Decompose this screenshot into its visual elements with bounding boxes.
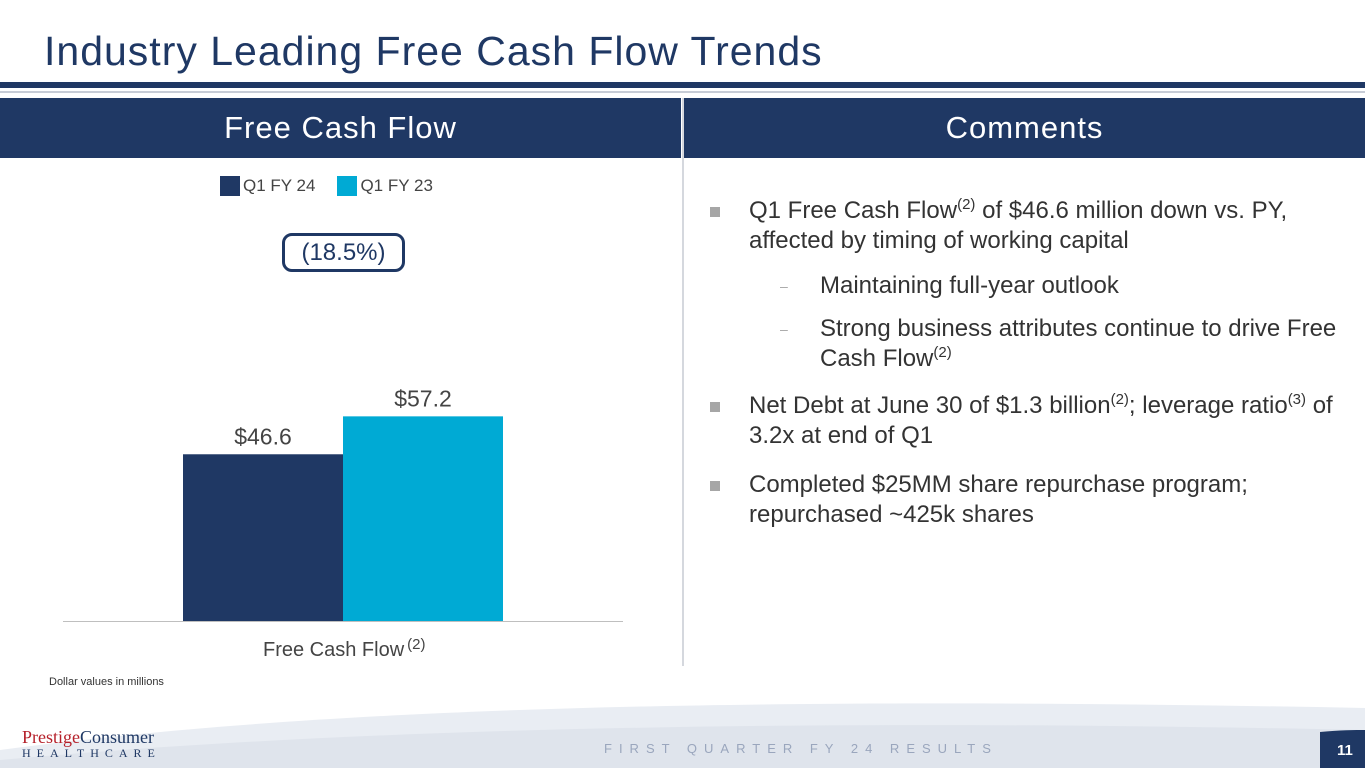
- legend-swatch-q1-fy24: [220, 176, 240, 196]
- free-cash-flow-header-label: Free Cash Flow: [224, 110, 457, 145]
- change-pill: (18.5%): [282, 233, 405, 272]
- data-label-q1-fy-24: $46.6: [234, 423, 292, 449]
- chart-legend: Q1 FY 24 Q1 FY 23: [220, 176, 455, 196]
- footnote: Dollar values in millions: [49, 676, 164, 688]
- square-bullet-icon: [710, 402, 720, 412]
- bar-q1-fy-23: [343, 416, 503, 621]
- comment-2-rest: of 3.2x at end of Q1: [749, 392, 1333, 449]
- legend-item-q1-fy24: Q1 FY 24: [220, 176, 315, 196]
- comment-bullet-3: Completed $25MM share repurchase program…: [710, 470, 1340, 530]
- comment-sub-2-text: Strong business attributes continue to d…: [820, 315, 1337, 372]
- free-cash-flow-chart: $46.6 $57.2: [63, 385, 623, 622]
- title-rule-thin: [0, 91, 1365, 93]
- comment-1-footnote: (2): [957, 196, 976, 213]
- comment-1-rest: of $46.6 million down vs. PY, affected b…: [749, 197, 1288, 254]
- comment-bullet-2: Net Debt at June 30 of $1.3 billion(2); …: [710, 391, 1340, 451]
- comments-header: Comments: [684, 98, 1365, 158]
- legend-swatch-q1-fy23: [337, 176, 358, 196]
- comment-1-text: Q1 Free Cash Flow: [749, 197, 958, 224]
- square-bullet-icon: [710, 481, 720, 491]
- comment-sub-1-text: Maintaining full-year outlook: [820, 272, 1119, 299]
- x-axis-category-label: Free Cash Flow (2): [263, 636, 426, 662]
- bar-q1-fy-24: [183, 454, 343, 621]
- comment-2-text: Net Debt at June 30 of $1.3 billion: [749, 392, 1111, 419]
- legend-item-q1-fy23: Q1 FY 23: [337, 176, 433, 196]
- footer-report-title: FIRST QUARTER FY 24 RESULTS: [604, 741, 998, 756]
- company-logo: PrestigeConsumer HEALTHCARE: [22, 727, 161, 761]
- logo-consumer: Consumer: [80, 727, 154, 747]
- square-bullet-icon: [710, 207, 720, 217]
- comment-2-footnote-1: (2): [1110, 391, 1129, 408]
- change-pill-label: (18.5%): [301, 238, 386, 266]
- comments-header-label: Comments: [945, 110, 1104, 145]
- category-superscript: (2): [407, 636, 426, 653]
- dash-bullet-icon: –: [780, 321, 788, 337]
- logo-line-1: PrestigeConsumer: [22, 727, 161, 748]
- legend-label-q1-fy24: Q1 FY 24: [243, 176, 316, 195]
- title-rule: [0, 82, 1365, 88]
- page-number: 11: [1337, 742, 1353, 759]
- comment-2-mid: ; leverage ratio: [1128, 392, 1288, 419]
- data-label-q1-fy-23: $57.2: [394, 385, 452, 411]
- comment-3-text: Completed $25MM share repurchase program…: [749, 471, 1248, 528]
- page-title: Industry Leading Free Cash Flow Trends: [44, 28, 823, 74]
- comment-sub-2-footnote: (2): [933, 344, 952, 361]
- comment-2-footnote-2: (3): [1287, 391, 1307, 408]
- comment-sub-1: – Maintaining full-year outlook: [710, 271, 1340, 301]
- free-cash-flow-header: Free Cash Flow: [0, 98, 681, 158]
- comments-list: Q1 Free Cash Flow(2) of $46.6 million do…: [710, 196, 1340, 549]
- column-divider: [682, 98, 684, 666]
- logo-line-2: HEALTHCARE: [22, 746, 161, 760]
- logo-prestige: Prestige: [22, 727, 80, 747]
- comment-bullet-1: Q1 Free Cash Flow(2) of $46.6 million do…: [710, 196, 1340, 256]
- footer-wave: [0, 703, 1365, 768]
- comment-sub-2: – Strong business attributes continue to…: [710, 314, 1340, 374]
- category-label: Free Cash Flow: [263, 639, 405, 661]
- legend-label-q1-fy23: Q1 FY 23: [360, 176, 433, 195]
- dash-bullet-icon: –: [780, 278, 788, 294]
